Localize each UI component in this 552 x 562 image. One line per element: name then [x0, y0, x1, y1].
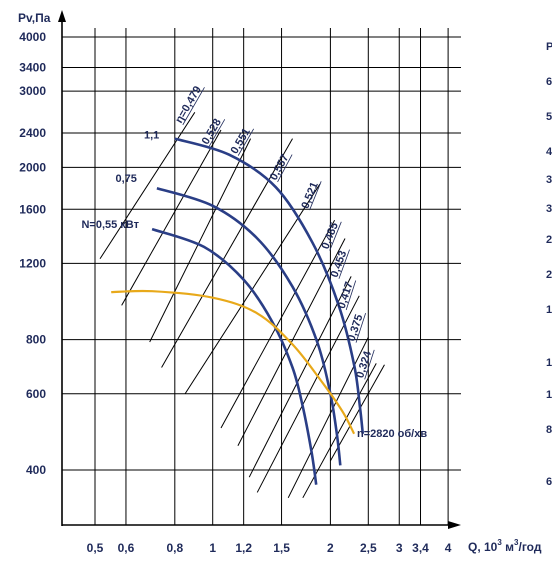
efficiency-label-underline — [277, 154, 293, 183]
power-curve — [151, 227, 318, 485]
cropped-label: 2 — [546, 234, 552, 246]
x-tick-label: 2 — [327, 541, 334, 555]
efficiency-line — [256, 295, 360, 493]
efficiency-label-underline — [355, 313, 367, 343]
efficiency-label-underline — [338, 249, 350, 279]
grid-lines — [62, 28, 461, 525]
efficiency-line — [220, 219, 336, 429]
x-tick-label: 0,6 — [118, 541, 135, 555]
efficiency-label-underline — [237, 128, 255, 156]
power-label: 0,75 — [115, 173, 136, 185]
efficiency-label: 0,324 — [354, 349, 374, 380]
cropped-label: 6 — [546, 76, 552, 88]
efficiency-label: 0,375 — [346, 313, 366, 343]
power-curves — [151, 137, 365, 485]
x-tick-label: 1 — [209, 541, 216, 555]
axes — [58, 10, 461, 529]
efficiency-label-underline — [182, 87, 205, 126]
x-tick-label: 1,5 — [273, 541, 290, 555]
x-tick-label: 4 — [445, 541, 452, 555]
cropped-label: 1 — [546, 304, 552, 316]
cropped-label: 2 — [546, 269, 552, 281]
x-tick-label: 3 — [396, 541, 403, 555]
y-tick-label: 600 — [26, 387, 46, 401]
x-tick-label: 0,8 — [166, 541, 183, 555]
efficiency-label-underline — [364, 349, 375, 380]
efficiency-label: 0,453 — [329, 249, 350, 279]
efficiency-label: η=0,479 — [173, 84, 204, 125]
efficiency-label-underline — [309, 181, 322, 211]
y-tick-label: 2400 — [19, 126, 46, 140]
x-tick-label: 3,4 — [412, 541, 429, 555]
power-label: N=0,55 кВт — [81, 219, 139, 231]
x-axis-arrow — [448, 521, 461, 529]
cropped-label: 1 — [546, 389, 552, 401]
cropped-label: 6 — [546, 476, 552, 488]
fan-curve-line — [111, 289, 356, 435]
power-curve — [174, 137, 365, 434]
cropped-label: 4 — [546, 146, 552, 158]
power-label: 1,1 — [144, 130, 159, 142]
efficiency-line — [161, 138, 293, 368]
y-tick-label: 4000 — [19, 30, 46, 44]
power-curve — [156, 186, 342, 466]
efficiency-line — [121, 129, 222, 306]
y-tick-label: 400 — [26, 463, 46, 477]
cropped-label: 3 — [546, 203, 552, 215]
efficiency-label-underline — [345, 280, 357, 311]
efficiency-label: 0,521 — [299, 180, 320, 210]
efficiency-line — [99, 112, 196, 260]
tick-labels: 0,5 0,6 0,8 1 1,2 1,5 2 2,5 3 3,4 4 400 600 800 1200 16… — [19, 30, 451, 555]
y-tick-label: 800 — [26, 333, 46, 347]
y-tick-label: 3000 — [19, 84, 46, 98]
cropped-label: 5 — [546, 111, 552, 123]
x-tick-label: 0,5 — [87, 541, 104, 555]
y-tick-label: 1200 — [19, 256, 46, 270]
cropped-label: 8 — [546, 424, 552, 436]
x-axis-label: Q, 103 м3/год — [468, 538, 542, 554]
cropped-label: 1 — [546, 357, 552, 369]
efficiency-label-underline — [208, 119, 226, 147]
cropped-label: 3 — [546, 174, 552, 186]
efficiency-line — [149, 138, 252, 343]
fan-curve — [111, 289, 356, 435]
efficiency-label-underline — [329, 221, 342, 251]
x-tick-label: 1,2 — [235, 541, 252, 555]
x-tick-label: 2,5 — [360, 541, 377, 555]
y-tick-label: 3400 — [19, 61, 46, 75]
y-tick-label: 1600 — [19, 202, 46, 216]
y-tick-label: 2000 — [19, 160, 46, 174]
efficiency-line — [287, 337, 369, 499]
y-axis-arrow — [58, 10, 66, 22]
speed-label: n=2820 об/хв — [357, 428, 427, 440]
efficiency-line — [248, 276, 352, 478]
cropped-right-labels: P 6 5 4 3 3 2 2 1 1 1 8 6 — [546, 41, 552, 488]
efficiency-label: 0,417 — [336, 280, 356, 310]
efficiency-label: 0,485 — [319, 221, 340, 251]
cropped-label: P — [546, 41, 552, 53]
y-axis-label: Pv,Па — [18, 11, 51, 25]
